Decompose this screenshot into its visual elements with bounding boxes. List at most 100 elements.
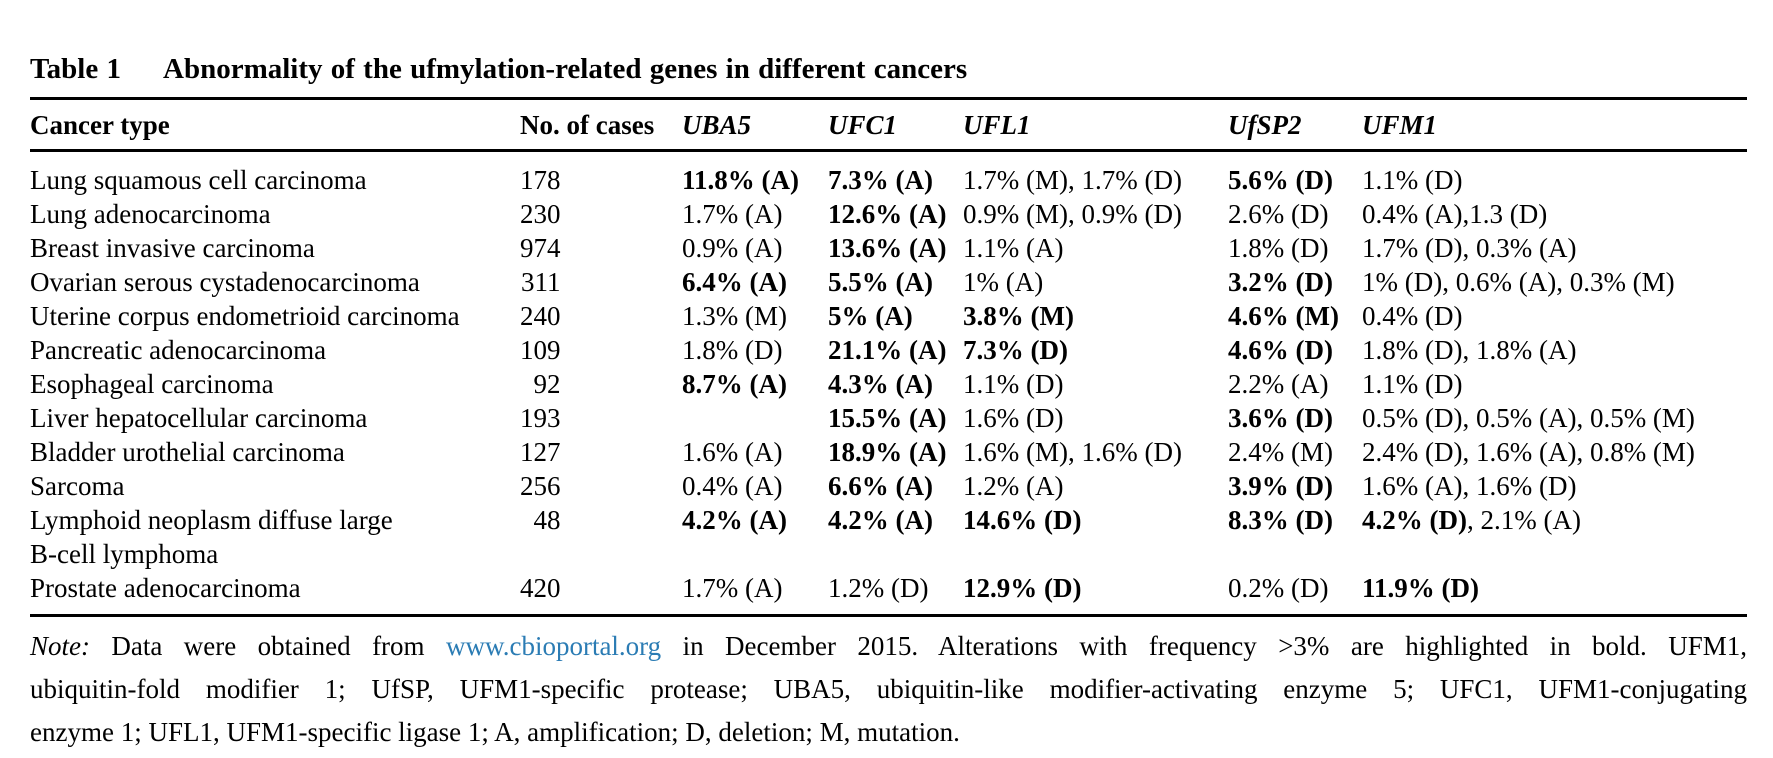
col-header-no-of-cases: No. of cases (520, 98, 682, 152)
col-header-cancer-type: Cancer type (30, 98, 520, 152)
gene-cell-ufsp2: 3.6% (D) (1228, 403, 1333, 433)
table-note: Note: Data were obtained from www.cbiopo… (30, 625, 1747, 754)
gene-cell-ufsp2: 3.2% (D) (1228, 267, 1333, 297)
cancer-type-cell: Uterine corpus endometrioid carcinoma (30, 301, 460, 331)
gene-cell-ufm1: 0.4% (D) (1362, 301, 1463, 331)
table-row: Pancreatic adenocarcinoma 109 1.8% (D) 21.1… (30, 333, 1747, 367)
gene-cell-ufsp2: 2.2% (A) (1228, 369, 1329, 399)
note-line-3: enzyme 1; UFL1, UFM1-specific ligase 1; … (30, 717, 960, 747)
table-caption: Abnormality of the ufmylation-related ge… (163, 53, 968, 85)
gene-cell-ufm1: 1.1% (D) (1362, 165, 1463, 195)
gene-cell-ufm1: 1.7% (D), 0.3% (A) (1362, 233, 1577, 263)
table-row: Liver hepatocellular carcinoma 193 15.5% (… (30, 401, 1747, 435)
gene-cell-ufl1: 1.6% (M), 1.6% (D) (963, 437, 1182, 467)
gene-cell-uba5: 8.7% (A) (682, 369, 787, 399)
gene-cell-ufc1: 4.2% (A) (828, 505, 933, 535)
table-row: Uterine corpus endometrioid carcinoma 240… (30, 299, 1747, 333)
table-row: Bladder urothelial carcinoma 127 1.6% (A) 1… (30, 435, 1747, 469)
gene-cell-uba5: 0.9% (A) (682, 233, 783, 263)
gene-cell-ufl1: 1.7% (M), 1.7% (D) (963, 165, 1182, 195)
cancer-type-cell: Bladder urothelial carcinoma (30, 437, 345, 467)
table-row: Lymphoid neoplasm diffuse large B-cell ly… (30, 503, 1747, 571)
gene-cell-ufc1: 6.6% (A) (828, 471, 933, 501)
table-number: Table 1 (30, 53, 121, 85)
note-label: Note: (30, 631, 90, 661)
gene-cell-ufm1: 1.6% (A), 1.6% (D) (1362, 471, 1577, 501)
gene-cell-ufsp2: 4.6% (M) (1228, 301, 1339, 331)
gene-cell-ufm1: 1% (D), 0.6% (A), 0.3% (M) (1362, 267, 1675, 297)
cases-cell: 92 (533, 369, 561, 399)
gene-cell-ufc1: 12.6% (A) (828, 199, 947, 229)
gene-cell-ufl1: 0.9% (M), 0.9% (D) (963, 199, 1182, 229)
cbioportal-link[interactable]: www.cbioportal.org (445, 631, 662, 661)
gene-cell-uba5: 0.4% (A) (682, 471, 783, 501)
gene-cell-ufm1: 1.1% (D) (1362, 369, 1463, 399)
gene-cell-ufsp2: 1.8% (D) (1228, 233, 1329, 263)
cases-cell: 420 (520, 573, 561, 603)
gene-cell-ufl1: 1.6% (D) (963, 403, 1064, 433)
table-row: Esophageal carcinoma 92 8.7% (A) 4.3% (A) 1.… (30, 367, 1747, 401)
gene-cell-ufsp2: 2.6% (D) (1228, 199, 1329, 229)
note-line-2: ubiquitin-fold modifier 1; UfSP, UFM1-sp… (30, 674, 1747, 704)
table-title: Table 1 Abnormality of the ufmylation-rel… (30, 52, 1747, 86)
cases-cell: 230 (520, 199, 561, 229)
gene-cell-ufm1: 2.4% (D), 1.6% (A), 0.8% (M) (1362, 437, 1695, 467)
table-row: Prostate adenocarcinoma 420 1.7% (A) 1.2% (… (30, 571, 1747, 616)
cases-cell: 109 (520, 335, 561, 365)
cancer-type-cell: Prostate adenocarcinoma (30, 573, 301, 603)
note-line-1: Note: Data were obtained from www.cbiopo… (30, 625, 1747, 668)
cases-cell: 127 (520, 437, 561, 467)
gene-cell-uba5: 6.4% (A) (682, 267, 787, 297)
gene-cell-ufc1: 7.3% (A) (828, 165, 933, 195)
gene-cell-uba5: 1.7% (A) (682, 199, 783, 229)
gene-cell-ufl1: 1% (A) (963, 267, 1044, 297)
gene-cell-ufc1: 18.9% (A) (828, 437, 947, 467)
cancer-type-cell: Sarcoma (30, 471, 125, 501)
col-header-ufm1: UFM1 (1362, 98, 1747, 152)
cancer-type-cell: Breast invasive carcinoma (30, 233, 315, 263)
data-table: Cancer type No. of cases UBA5 UFC1 UFL1 … (30, 97, 1747, 617)
gene-cell-ufsp2: 8.3% (D) (1228, 505, 1333, 535)
gene-cell-ufsp2: 5.6% (D) (1228, 165, 1333, 195)
gene-cell-ufl1: 1.2% (A) (963, 471, 1064, 501)
gene-cell-ufc1: 13.6% (A) (828, 233, 947, 263)
gene-cell-uba5: 1.6% (A) (682, 437, 783, 467)
cases-cell: 193 (520, 403, 561, 433)
table-row: Breast invasive carcinoma 974 0.9% (A) 13.6… (30, 231, 1747, 265)
gene-cell-ufm1: 4.2% (D), 2.1% (A) (1362, 505, 1581, 535)
gene-cell-ufc1: 15.5% (A) (828, 403, 947, 433)
note-text-post-link: in December 2015. Alterations with frequ… (661, 631, 1747, 661)
gene-cell-ufc1: 21.1% (A) (828, 335, 947, 365)
gene-cell-uba5 (682, 401, 828, 435)
gene-cell-ufsp2: 4.6% (D) (1228, 335, 1333, 365)
gene-cell-ufl1: 1.1% (A) (963, 233, 1064, 263)
gene-cell-ufsp2: 3.9% (D) (1228, 471, 1333, 501)
gene-cell-ufl1: 3.8% (M) (963, 301, 1074, 331)
table-row: Lung adenocarcinoma 230 1.7% (A) 12.6% (A) 0… (30, 197, 1747, 231)
cases-cell: 240 (520, 301, 561, 331)
col-header-ufl1: UFL1 (963, 98, 1228, 152)
cancer-type-cell: Esophageal carcinoma (30, 369, 274, 399)
table-body: Lung squamous cell carcinoma 178 11.8% (A)… (30, 151, 1747, 616)
cases-cell: 48 (533, 505, 561, 535)
table-row: Lung squamous cell carcinoma 178 11.8% (A)… (30, 151, 1747, 198)
table-row: Ovarian serous cystadenocarcinoma 311 6.4%… (30, 265, 1747, 299)
cancer-type-cell: Lung squamous cell carcinoma (30, 165, 367, 195)
cases-cell: 256 (520, 471, 561, 501)
col-header-ufsp2: UfSP2 (1228, 98, 1362, 152)
gene-cell-ufsp2: 0.2% (D) (1228, 573, 1329, 603)
gene-cell-ufc1: 5% (A) (828, 301, 913, 331)
gene-cell-uba5: 4.2% (A) (682, 505, 787, 535)
cases-cell: 178 (520, 165, 561, 195)
gene-cell-ufsp2: 2.4% (M) (1228, 437, 1333, 467)
cancer-type-cell: Lymphoid neoplasm diffuse large B-cell ly… (30, 505, 393, 569)
gene-cell-ufl1: 14.6% (D) (963, 505, 1082, 535)
gene-cell-ufm1: 0.5% (D), 0.5% (A), 0.5% (M) (1362, 403, 1695, 433)
table-row: Sarcoma 256 0.4% (A) 6.6% (A) 1.2% (A) 3.9% (… (30, 469, 1747, 503)
gene-cell-uba5: 1.7% (A) (682, 573, 783, 603)
gene-cell-uba5: 1.8% (D) (682, 335, 783, 365)
gene-cell-ufc1: 4.3% (A) (828, 369, 933, 399)
gene-cell-ufc1: 1.2% (D) (828, 573, 929, 603)
cancer-type-cell: Ovarian serous cystadenocarcinoma (30, 267, 420, 297)
